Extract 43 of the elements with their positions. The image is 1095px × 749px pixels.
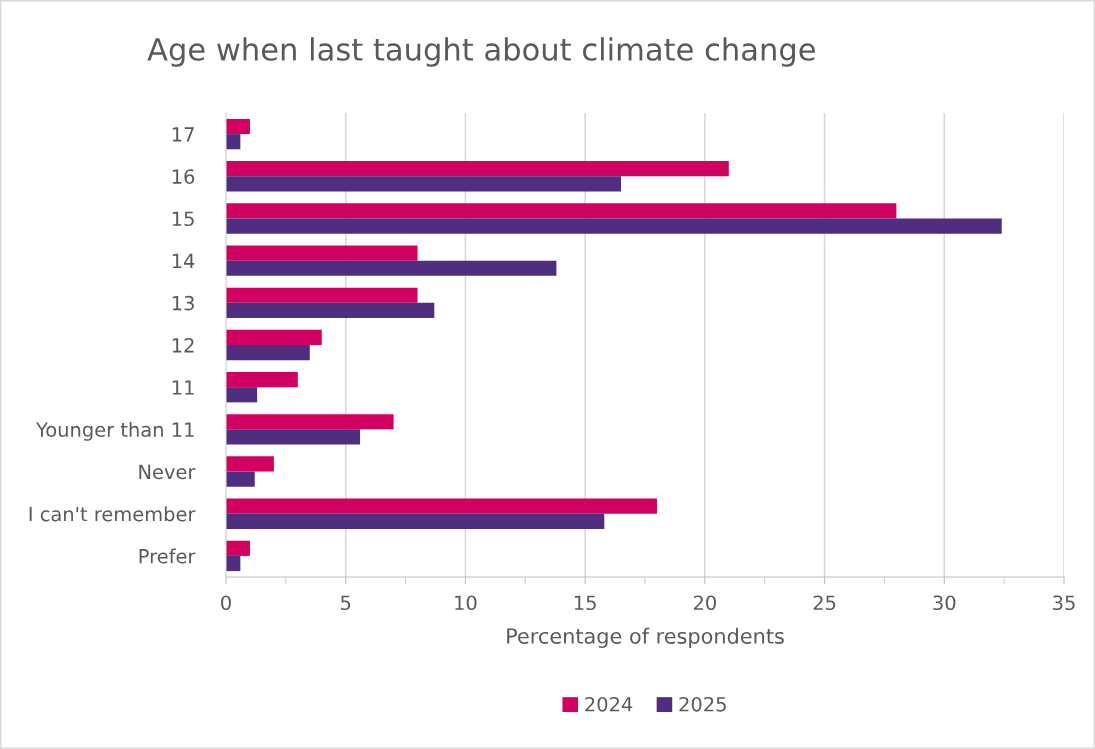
bar [226, 218, 1002, 234]
bar [226, 302, 435, 318]
y-tick-label: I can't remember [29, 506, 196, 522]
x-tick-label: 25 [813, 595, 836, 611]
bar [226, 345, 310, 361]
bar [226, 118, 250, 135]
bar [226, 260, 557, 276]
y-tick-label: 14 [172, 253, 195, 269]
bar [226, 513, 605, 529]
y-tick-label: 15 [172, 211, 194, 227]
bar [226, 245, 418, 261]
legend-label: 2025 [679, 696, 726, 712]
bar [226, 176, 622, 192]
y-tick-label: Never [139, 464, 196, 480]
bar [226, 329, 322, 345]
bar [226, 429, 361, 445]
bar [226, 471, 255, 487]
x-tick-label: 10 [455, 595, 477, 611]
bar [226, 540, 250, 556]
y-tick-label: 11 [172, 380, 194, 395]
x-tick-label: 20 [693, 595, 716, 611]
x-tick-label: 30 [933, 595, 956, 611]
chart-title: Age when last taught about climate change [147, 37, 815, 67]
x-axis-title: Percentage of respondents [507, 627, 784, 648]
bar [226, 161, 729, 177]
bar [226, 456, 274, 472]
bar [226, 203, 897, 219]
y-tick-label: 16 [172, 169, 195, 184]
bar [226, 387, 258, 403]
y-tick-label: 12 [172, 337, 194, 353]
bar [226, 372, 298, 388]
x-tick-label: 5 [341, 595, 351, 611]
y-tick-label: Prefer [139, 548, 196, 564]
bar [226, 498, 657, 514]
legend-label: 2024 [585, 696, 633, 712]
x-tick-label: 0 [221, 595, 231, 611]
y-tick-label: Younger than 11 [35, 421, 194, 441]
bar [226, 414, 394, 430]
x-tick-label: 15 [574, 595, 596, 611]
y-tick-label: 13 [172, 295, 194, 311]
y-tick-label: 17 [172, 127, 194, 142]
x-tick-label: 35 [1053, 595, 1075, 611]
bar [226, 287, 418, 303]
